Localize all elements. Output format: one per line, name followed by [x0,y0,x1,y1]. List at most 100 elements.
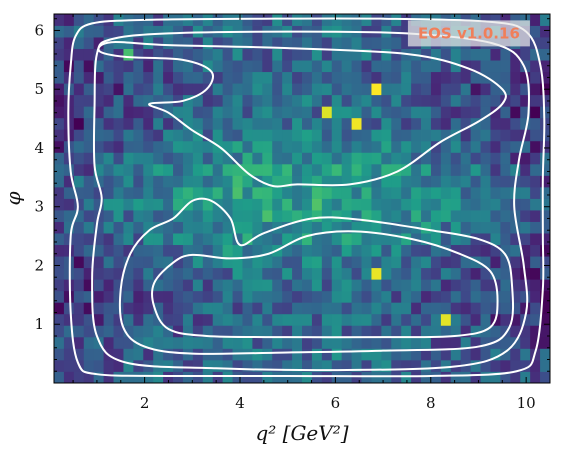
heatmap-bin [163,221,174,234]
heatmap-bin [282,71,293,84]
heatmap-bin [510,140,521,153]
heatmap-bin [361,244,372,257]
heatmap-bin [470,359,481,372]
heatmap-bin [430,198,442,211]
heatmap-bin [123,71,134,84]
heatmap-bin [421,302,432,315]
heatmap-bin [143,325,154,338]
heatmap-bin [242,279,253,292]
heatmap-bin [103,267,114,280]
heatmap-bin [361,348,372,361]
heatmap-bin [232,48,243,61]
heatmap-bin [401,325,412,338]
heatmap-bin [460,83,472,96]
heatmap-bin [381,279,392,292]
heatmap-bin [192,129,204,142]
heatmap-bin [262,210,273,222]
heatmap-bin [321,37,333,49]
heatmap-bin [133,371,144,384]
heatmap-bin [460,302,472,315]
heatmap-bin [252,48,263,61]
heatmap-bin [371,325,382,338]
heatmap-bin [470,94,481,107]
heatmap-bin [430,106,442,119]
heatmap-bin [401,244,412,257]
heatmap-bin [292,256,303,269]
heatmap-bin [63,163,75,176]
heatmap-bin [93,60,104,73]
heatmap-bin [311,129,323,142]
heatmap-bin [73,233,85,246]
heatmap-bin [113,325,124,338]
heatmap-bin [311,83,323,96]
heatmap-bin [401,25,412,38]
heatmap-bin [212,244,224,257]
heatmap-bin [143,106,154,119]
heatmap-bin [311,37,323,49]
heatmap-bin [202,336,214,349]
heatmap-bin [450,140,462,153]
heatmap-bin [381,48,392,61]
heatmap-bin [113,94,124,107]
heatmap-bin [341,302,352,315]
heatmap-bin [391,163,402,176]
heatmap-bin [440,106,452,119]
heatmap-bin [460,325,472,338]
heatmap-bin [430,83,442,96]
heatmap-bin [282,37,293,49]
heatmap-bin [202,37,214,49]
heatmap-bin [331,325,343,338]
heatmap-bin [123,256,134,269]
heatmap-bin [321,83,333,96]
heatmap-bin [232,186,243,199]
heatmap-bin [430,210,442,222]
heatmap-bin [510,94,521,107]
heatmap-bin [63,221,75,234]
heatmap-bin [540,336,551,349]
heatmap-bin [242,117,253,130]
heatmap-bin [73,14,85,26]
heatmap-bin [391,233,402,246]
heatmap-bin [163,359,174,372]
heatmap-bin [411,60,422,73]
heatmap-bin [361,60,372,73]
heatmap-bin [232,302,243,315]
heatmap-bin [411,348,422,361]
heatmap-bin [311,175,323,188]
heatmap-bin [480,313,491,326]
heatmap-bin [292,37,303,49]
heatmap-bin [302,48,313,61]
heatmap-bin [83,221,95,234]
heatmap-bin [163,186,174,199]
heatmap-bin [520,83,531,96]
heatmap-bin [252,117,263,130]
heatmap-bin [381,25,392,38]
heatmap-bin [311,371,323,384]
contour-inner-lower [118,197,515,355]
heatmap-bin [63,175,75,188]
heatmap-bin [73,221,85,234]
heatmap-bin [73,290,85,303]
heatmap-bin [460,175,472,188]
heatmap-bin [123,60,134,73]
heatmap-bin [83,48,95,61]
x-axis-label: q² [GeV²] [255,421,348,445]
heatmap-bin [232,221,243,234]
heatmap-bin [381,106,392,119]
heatmap-bin [182,140,194,153]
heatmap-bin [401,152,412,165]
heatmap-bin [242,359,253,372]
heatmap-bin [163,302,174,315]
heatmap-bin [282,348,293,361]
heatmap-bin [113,267,124,280]
heatmap-bin [173,210,184,222]
heatmap-bin [331,48,343,61]
heatmap-bin [272,198,283,211]
heatmap-bin [371,94,382,107]
heatmap-bin [421,140,432,153]
heatmap-bin [252,60,263,73]
heatmap-bin [331,186,343,199]
heatmap-bin [143,221,154,234]
heatmap-bin [411,302,422,315]
heatmap-bin [143,198,154,211]
